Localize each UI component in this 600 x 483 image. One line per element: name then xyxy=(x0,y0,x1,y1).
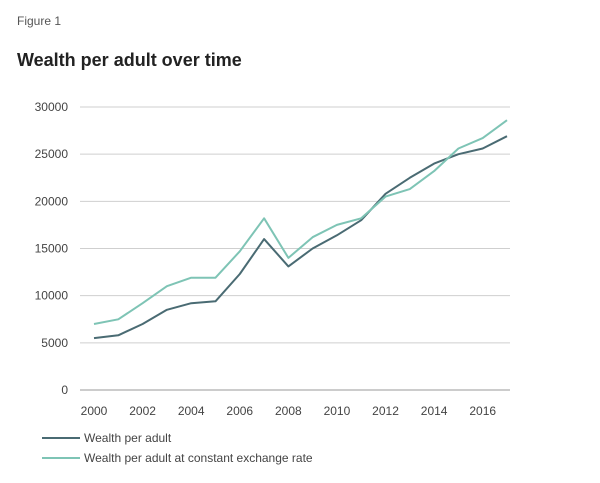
y-tick-label: 25000 xyxy=(35,147,69,161)
x-tick-label: 2000 xyxy=(81,404,108,418)
legend: Wealth per adult Wealth per adult at con… xyxy=(42,428,313,468)
y-tick-label: 0 xyxy=(61,383,68,397)
series-line-1 xyxy=(93,135,508,340)
legend-item: Wealth per adult xyxy=(42,428,313,448)
x-tick-label: 2014 xyxy=(421,404,448,418)
y-tick-label: 15000 xyxy=(35,242,69,256)
legend-swatch xyxy=(42,437,80,439)
y-tick-label: 30000 xyxy=(35,100,69,114)
legend-swatch xyxy=(42,457,80,459)
figure-label: Figure 1 xyxy=(17,14,62,28)
y-tick-label: 20000 xyxy=(35,194,69,208)
series-line-2 xyxy=(93,119,508,325)
y-tick-label: 5000 xyxy=(41,336,68,350)
series-lines xyxy=(93,119,508,340)
x-tick-label: 2006 xyxy=(226,404,253,418)
grid-lines xyxy=(80,106,510,391)
legend-label: Wealth per adult at constant exchange ra… xyxy=(84,451,313,465)
x-tick-label: 2008 xyxy=(275,404,302,418)
legend-label: Wealth per adult xyxy=(84,431,172,445)
y-axis-ticks: 0 5000 10000 15000 20000 25000 30000 xyxy=(35,100,69,397)
x-tick-label: 2002 xyxy=(129,404,156,418)
y-tick-label: 10000 xyxy=(35,289,69,303)
x-tick-label: 2010 xyxy=(324,404,351,418)
chart-title: Wealth per adult over time xyxy=(17,50,242,70)
legend-item: Wealth per adult at constant exchange ra… xyxy=(42,448,313,468)
x-tick-label: 2016 xyxy=(469,404,496,418)
x-axis-ticks: 2000 2002 2004 2006 2008 2010 2012 2014 2016 xyxy=(81,404,497,418)
x-tick-label: 2012 xyxy=(372,404,399,418)
x-tick-label: 2004 xyxy=(178,404,205,418)
